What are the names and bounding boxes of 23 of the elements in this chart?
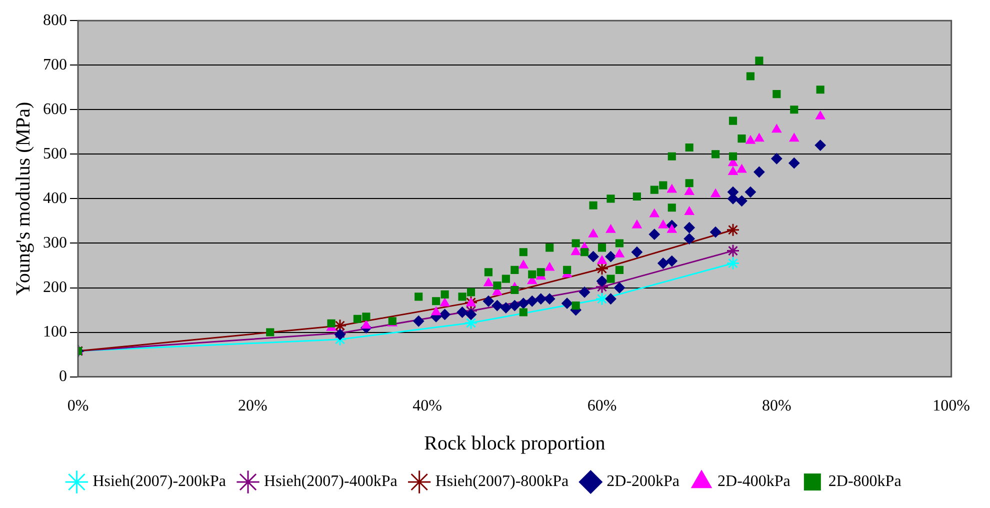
y-tick-label: 400	[43, 190, 67, 207]
legend-label: Hsieh(2007)-800kPa	[435, 473, 569, 490]
x-tick-label: 80%	[762, 398, 792, 415]
x-tick-label: 100%	[932, 398, 970, 415]
y-tick-label: 100	[43, 323, 67, 340]
y-axis-title: Young's modulus (MPa)	[12, 102, 34, 296]
y-tick-label: 600	[43, 100, 67, 118]
y-tick-label: 200	[43, 278, 67, 296]
y-tick-label: 0	[59, 368, 67, 386]
legend-label: 2D-400kPa	[718, 473, 790, 490]
legend-label: Hsieh(2007)-400kPa	[264, 473, 398, 490]
legend-label: 2D-800kPa	[828, 473, 902, 490]
x-tick-label: 0%	[67, 398, 89, 415]
x-tick-label: 40%	[412, 398, 442, 415]
x-tick-label: 60%	[587, 398, 617, 415]
x-axis-title: Rock block proportion	[424, 432, 606, 454]
legend-label: 2D-200kPa	[606, 473, 680, 490]
y-tick-label: 700	[43, 56, 67, 74]
y-tick-label: 300	[43, 234, 67, 252]
legend-label: Hsieh(2007)-200kPa	[92, 473, 226, 490]
x-tick-label: 20%	[238, 398, 268, 415]
y-tick-label: 500	[43, 145, 67, 162]
y-tick-label: 800	[43, 12, 67, 29]
